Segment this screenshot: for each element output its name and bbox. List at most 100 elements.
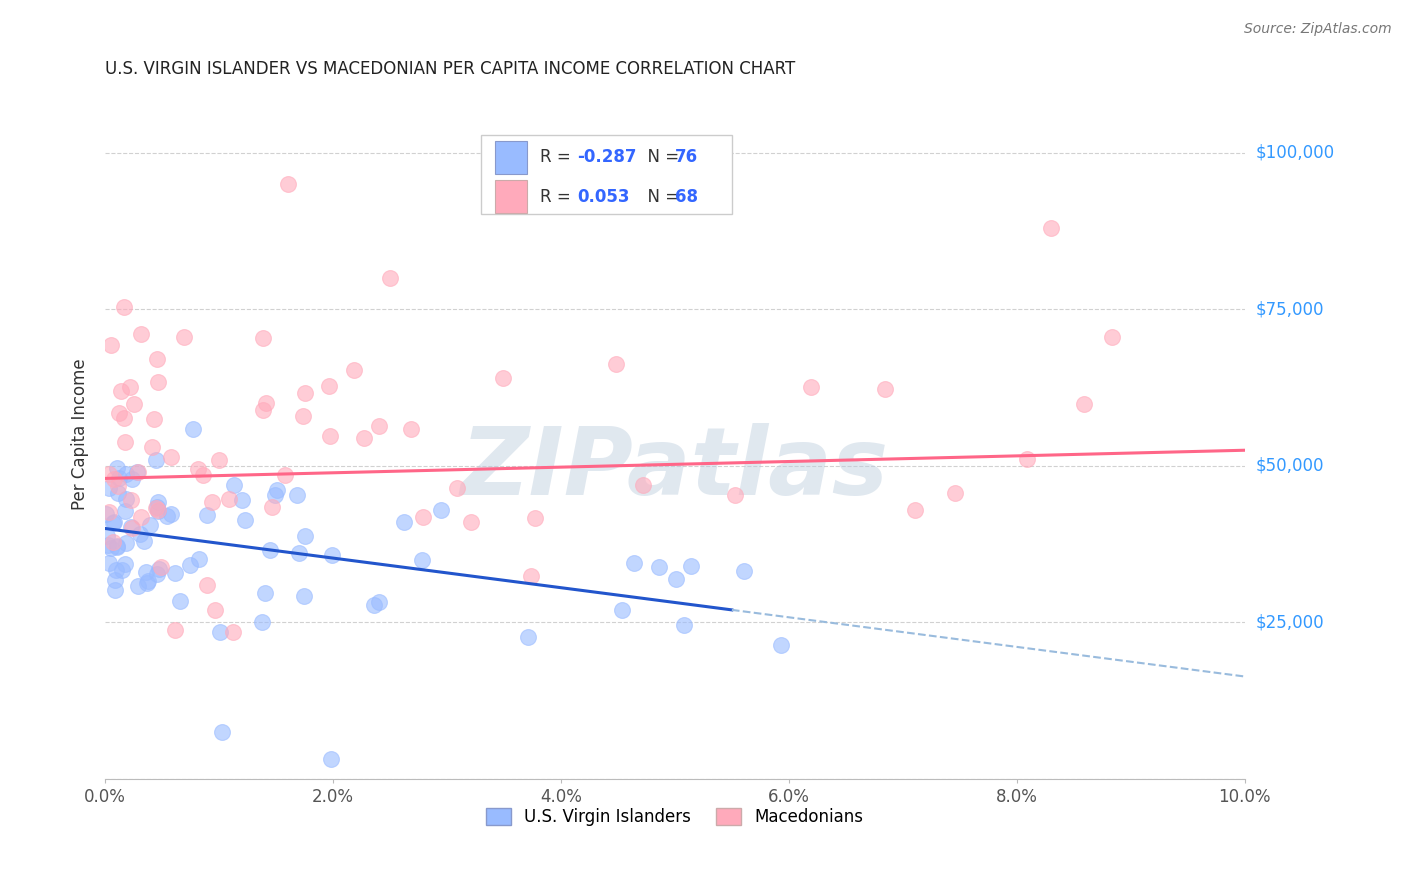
Point xyxy=(648,559,671,574)
Point xyxy=(110,384,132,398)
Point xyxy=(401,422,423,436)
Point xyxy=(294,529,316,543)
Point xyxy=(260,500,283,514)
Text: Source: ZipAtlas.com: Source: ZipAtlas.com xyxy=(1244,22,1392,37)
Point xyxy=(107,486,129,500)
Point xyxy=(411,553,433,567)
Point xyxy=(107,479,129,493)
Point xyxy=(97,538,120,552)
Point xyxy=(733,564,755,578)
Point xyxy=(160,507,183,521)
Point xyxy=(160,450,183,464)
Point xyxy=(105,539,128,553)
Point xyxy=(127,465,149,479)
Point xyxy=(623,557,645,571)
Point xyxy=(292,589,315,603)
Text: N =: N = xyxy=(637,188,685,206)
Text: $50,000: $50,000 xyxy=(1256,457,1324,475)
Point xyxy=(446,481,468,495)
Point xyxy=(121,493,143,508)
Point xyxy=(672,618,695,632)
Point xyxy=(200,494,222,508)
Point xyxy=(254,396,277,410)
Point xyxy=(121,472,143,486)
Point xyxy=(134,533,156,548)
FancyBboxPatch shape xyxy=(481,135,733,214)
Point xyxy=(1039,221,1062,235)
Bar xyxy=(495,180,527,213)
Point xyxy=(173,330,195,344)
Point xyxy=(127,579,149,593)
Point xyxy=(211,725,233,739)
Point xyxy=(318,379,340,393)
Point xyxy=(103,515,125,529)
Bar xyxy=(495,141,527,174)
Point xyxy=(266,483,288,497)
Point xyxy=(1017,452,1039,467)
Point xyxy=(114,435,136,450)
Point xyxy=(98,467,121,482)
Point xyxy=(141,440,163,454)
Point xyxy=(142,412,165,426)
Point xyxy=(145,500,167,515)
Point xyxy=(114,557,136,571)
Point xyxy=(321,548,343,562)
Text: R =: R = xyxy=(540,148,576,166)
Text: ZIPatlas: ZIPatlas xyxy=(461,423,889,515)
Text: -0.287: -0.287 xyxy=(576,148,637,166)
Point xyxy=(195,508,218,522)
Point xyxy=(412,509,434,524)
Point xyxy=(263,488,285,502)
Point xyxy=(97,505,120,519)
Point xyxy=(319,429,342,443)
Point xyxy=(904,502,927,516)
Point xyxy=(104,582,127,597)
Point xyxy=(146,504,169,518)
Point xyxy=(943,486,966,500)
Point xyxy=(114,504,136,518)
Point xyxy=(146,352,169,367)
Point xyxy=(107,405,129,419)
Text: N =: N = xyxy=(637,148,685,166)
Point xyxy=(103,471,125,485)
Point xyxy=(363,598,385,612)
Point xyxy=(136,574,159,588)
Point xyxy=(149,560,172,574)
Point xyxy=(873,382,896,396)
Point xyxy=(353,431,375,445)
Point xyxy=(1101,330,1123,344)
Point xyxy=(517,630,540,644)
Point xyxy=(233,512,256,526)
Point xyxy=(165,566,187,580)
Point xyxy=(179,558,201,572)
Point xyxy=(1073,397,1095,411)
Point xyxy=(104,573,127,587)
Point xyxy=(100,338,122,352)
Point xyxy=(800,380,823,394)
Point xyxy=(187,462,209,476)
Point xyxy=(208,453,231,467)
Text: 68: 68 xyxy=(675,188,697,206)
Point xyxy=(610,603,633,617)
Point xyxy=(285,488,308,502)
Point xyxy=(115,535,138,549)
Point xyxy=(108,471,131,485)
Point xyxy=(146,566,169,581)
Point xyxy=(148,562,170,576)
Y-axis label: Per Capita Income: Per Capita Income xyxy=(72,359,89,510)
Point xyxy=(129,526,152,541)
Point xyxy=(96,507,118,521)
Point xyxy=(378,271,401,285)
Point xyxy=(165,623,187,637)
Point xyxy=(122,397,145,411)
Point xyxy=(204,603,226,617)
Point xyxy=(460,515,482,529)
Point xyxy=(146,375,169,389)
Point xyxy=(231,493,253,508)
Point xyxy=(96,529,118,543)
Point xyxy=(120,520,142,534)
Point xyxy=(188,552,211,566)
Point xyxy=(343,363,366,377)
Point xyxy=(208,625,231,640)
Point xyxy=(115,467,138,482)
